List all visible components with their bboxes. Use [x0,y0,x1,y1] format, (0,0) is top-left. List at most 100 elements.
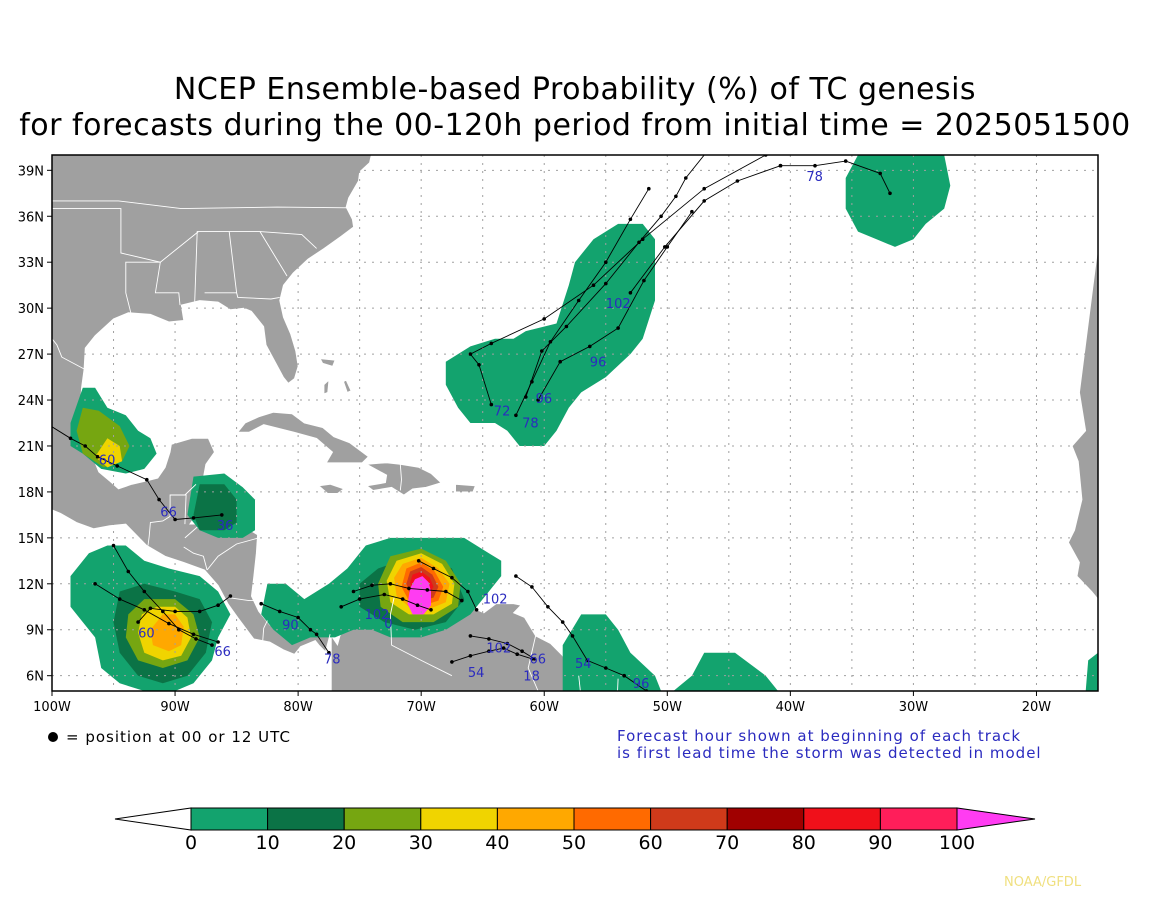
track-position-dot [548,340,553,344]
track-hour-label: 96 [536,392,553,407]
track-position-dot [637,240,641,245]
land-polygon [319,358,336,367]
probability-contour-100 [407,576,431,615]
track-position-dot [136,620,140,624]
border-line [527,635,539,691]
land-polygon [455,483,476,493]
track-position-dot [591,283,596,288]
track-hour-label: 36 [217,519,234,534]
colorbar-low-arrow [114,807,192,831]
lat-tick-label: 12N [18,578,44,593]
track-position-dot [474,608,479,612]
political-borders [52,155,619,691]
track-position-dot [489,341,494,346]
probability-contour-40 [95,438,123,468]
lat-tick-label: 24N [18,394,44,409]
border-line [236,292,280,300]
track-hour-label: 54 [575,657,592,672]
border-line [52,155,111,156]
track-position-dot [126,569,131,574]
track-position-dot [560,620,565,624]
track-hour-label: 96 [590,355,607,370]
probability-contour-20 [193,484,237,531]
track-hour-label: 18 [523,669,540,684]
probability-contours [70,155,1098,691]
lon-tick-label: 90W [160,700,190,715]
border-line [52,208,199,263]
lon-tick-label: 40W [776,700,806,715]
probability-contour-10 [562,614,662,691]
border-line [323,634,331,658]
track-position-dot [715,138,719,142]
track-position-dot [628,291,633,295]
track-position-dot [216,603,220,607]
track-position-dot [450,575,454,580]
position-legend-text: = position at 00 or 12 UTC [66,728,291,746]
track-position-dot [259,601,264,606]
track-hour-label: 102 [483,593,508,608]
track-position-dot [888,191,892,196]
colorbar-swatch [190,807,269,831]
colorbar-tick-label: 90 [868,832,892,854]
map-gridlines [52,155,1098,691]
track-position-dot [407,586,411,591]
track-position-dot [210,643,214,647]
lat-tick-label: 18N [18,486,44,501]
track-position-dot [813,163,817,168]
longitude-axis: 100W 90W 80W 70W 60W 50W 40W 30W 20W [33,691,1051,715]
lat-tick-label: 36N [18,210,44,225]
track-hour-label: 102 [365,608,390,623]
track-position-dot [370,583,374,588]
colorbar-swatch [803,807,881,831]
track-position-dot [690,209,694,214]
colorbar-swatch [573,807,652,831]
border-line [184,483,197,496]
track-position-dot [558,359,562,364]
track-hour-label: 60 [138,626,155,641]
track-position-dot [588,344,592,349]
track-position-dot [604,260,608,265]
border-line [259,231,317,249]
credit-label: NOAA/GFDL [1004,875,1082,890]
colorbar-tick-label: 60 [639,832,663,854]
probability-contour-10 [1085,652,1098,691]
track-position-dot [546,605,550,609]
storm-tracks [52,138,892,691]
colorbar-tick-label: 50 [562,832,586,854]
track-position-dot [536,398,540,402]
track-position-dot [382,592,387,597]
track-position-dot [194,637,198,641]
storm-track [261,603,330,653]
track-position-dot [308,627,313,632]
storm-track [341,594,432,611]
track-position-dot [702,199,706,203]
storm-track [451,647,533,663]
track-position-dot [357,597,362,601]
map-frame [51,154,1099,692]
probability-contour-10 [445,223,655,446]
track-position-dot [115,464,119,468]
track-position-dot [674,194,678,199]
track-hour-label: 102 [486,642,511,657]
lat-tick-label: 15N [18,532,44,547]
colorbar-tick-label: 10 [256,832,280,854]
track-position-dot [95,454,100,459]
track-position-dot [622,673,626,678]
track-position-dot [93,582,97,586]
track-position-dot [117,597,122,601]
track-position-dot [429,608,433,612]
colorbar-tick-label: 80 [792,832,816,854]
track-hour-label: 102 [606,297,631,312]
land-polygon [343,379,352,393]
track-position-dot [663,245,667,249]
track-position-dot [177,627,181,632]
track-position-dot [616,326,620,330]
colorbar-swatch [879,807,958,831]
track-position-dot [570,634,575,638]
track-hour-label: 66 [160,505,177,520]
track-position-dot [111,543,116,548]
lat-tick-label: 27N [18,348,44,363]
lon-tick-label: 50W [653,700,683,715]
track-position-dot [489,402,494,407]
position-marker-icon [48,732,58,742]
